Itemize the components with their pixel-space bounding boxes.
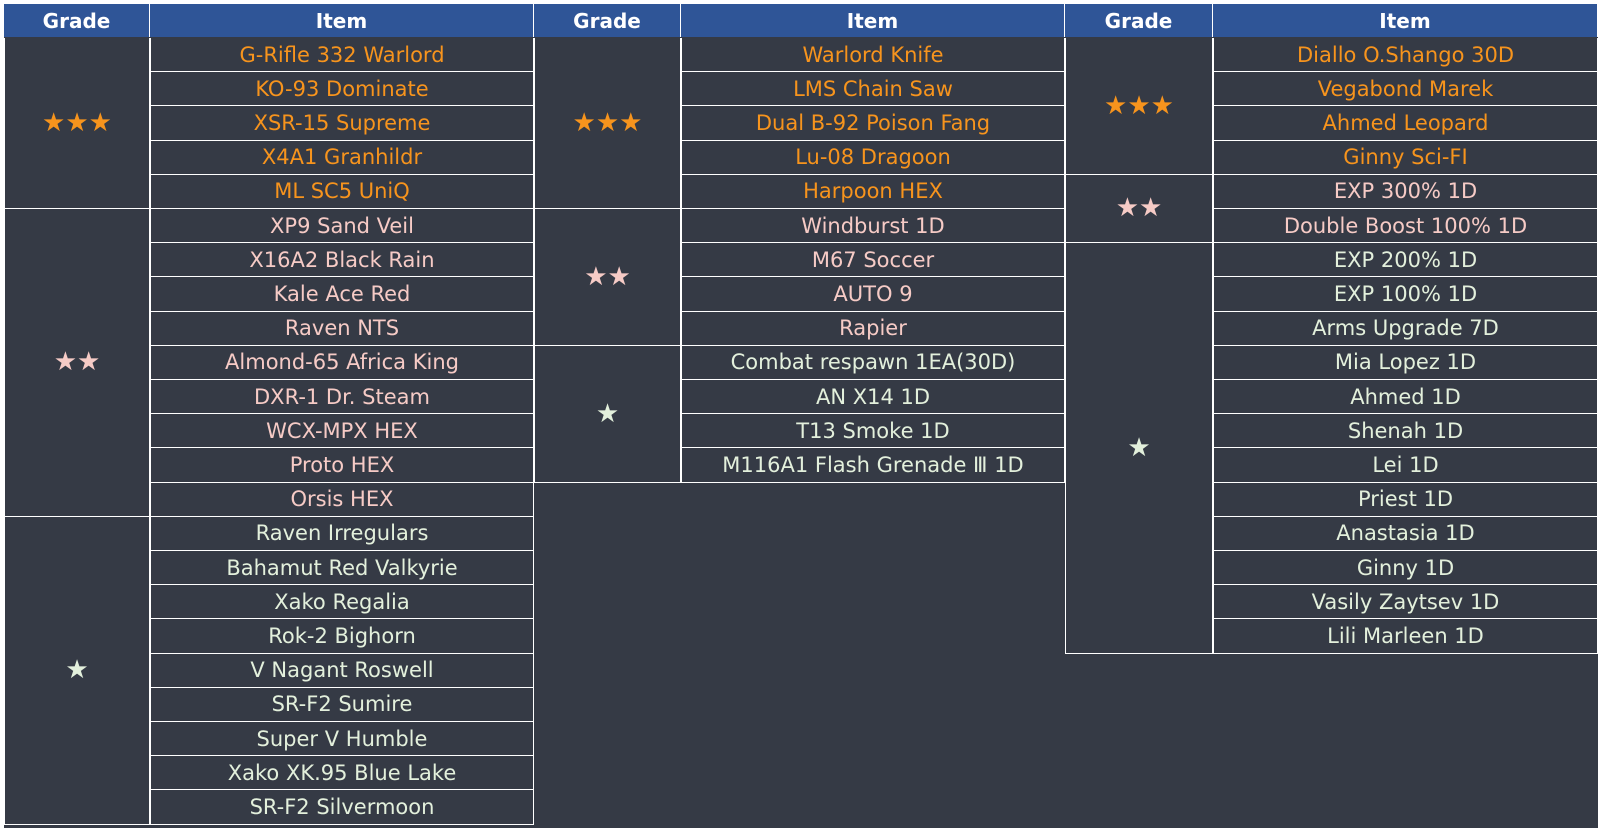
item-name: Xako Regalia	[150, 585, 534, 620]
item-name: T13 Smoke 1D	[681, 414, 1065, 449]
item-name: Shenah 1D	[1213, 414, 1598, 449]
item-name: WCX-MPX HEX	[150, 414, 534, 449]
item-name: Bahamut Red Valkyrie	[150, 551, 534, 586]
grade-stars: ★	[534, 345, 681, 483]
grade-stars: ★★★	[4, 38, 150, 209]
item-name: Harpoon HEX	[681, 174, 1065, 209]
item-name: Lei 1D	[1213, 448, 1598, 483]
grade-stars: ★★	[1065, 174, 1213, 244]
item-name: Arms Upgrade 7D	[1213, 311, 1598, 346]
item-name: Ginny Sci-FI	[1213, 140, 1598, 175]
grade-stars: ★★★	[1065, 38, 1213, 175]
item-name: KO-93 Dominate	[150, 72, 534, 107]
item-name: DXR-1 Dr. Steam	[150, 380, 534, 415]
item-name: Orsis HEX	[150, 482, 534, 517]
item-name: AN X14 1D	[681, 380, 1065, 415]
item-name: Super V Humble	[150, 722, 534, 757]
grade-stars: ★★	[4, 209, 150, 517]
item-name: Almond-65 Africa King	[150, 345, 534, 380]
item-name: Warlord Knife	[681, 38, 1065, 73]
item-name: Dual B-92 Poison Fang	[681, 106, 1065, 141]
item-name: LMS Chain Saw	[681, 72, 1065, 107]
item-name: Kale Ace Red	[150, 277, 534, 312]
item-name: XP9 Sand Veil	[150, 209, 534, 244]
item-name: Xako XK.95 Blue Lake	[150, 756, 534, 791]
item-name: Mia Lopez 1D	[1213, 345, 1598, 380]
header-item: Item	[681, 4, 1065, 37]
item-name: SR-F2 Silvermoon	[150, 790, 534, 825]
item-name: Ahmed 1D	[1213, 380, 1598, 415]
item-name: Vasily Zaytsev 1D	[1213, 585, 1598, 620]
item-name: SR-F2 Sumire	[150, 687, 534, 722]
header-item: Item	[1213, 4, 1598, 37]
grade-stars: ★★	[534, 209, 681, 346]
item-name: Rapier	[681, 311, 1065, 346]
item-name: Raven NTS	[150, 311, 534, 346]
item-name: Proto HEX	[150, 448, 534, 483]
grade-stars: ★	[1065, 243, 1213, 654]
header-item: Item	[150, 4, 534, 37]
item-name: V Nagant Roswell	[150, 653, 534, 688]
item-name: EXP 100% 1D	[1213, 277, 1598, 312]
header-grade: Grade	[534, 4, 681, 37]
item-name: M67 Soccer	[681, 243, 1065, 278]
item-name: Vegabond Marek	[1213, 72, 1598, 107]
item-name: X16A2 Black Rain	[150, 243, 534, 278]
item-name: EXP 200% 1D	[1213, 243, 1598, 278]
item-name: ML SC5 UniQ	[150, 174, 534, 209]
grade-stars: ★	[4, 516, 150, 825]
header-grade: Grade	[4, 4, 150, 37]
item-name: Diallo O.Shango 30D	[1213, 38, 1598, 73]
item-name: AUTO 9	[681, 277, 1065, 312]
item-name: Priest 1D	[1213, 482, 1598, 517]
item-name: Combat respawn 1EA(30D)	[681, 345, 1065, 380]
item-name: G-Rifle 332 Warlord	[150, 38, 534, 73]
item-name: Rok-2 Bighorn	[150, 619, 534, 654]
item-name: XSR-15 Supreme	[150, 106, 534, 141]
item-name: Double Boost 100% 1D	[1213, 209, 1598, 244]
item-name: Windburst 1D	[681, 209, 1065, 244]
item-name: EXP 300% 1D	[1213, 174, 1598, 209]
item-name: Ahmed Leopard	[1213, 106, 1598, 141]
item-name: Raven Irregulars	[150, 516, 534, 551]
item-name: Ginny 1D	[1213, 551, 1598, 586]
item-name: Lili Marleen 1D	[1213, 619, 1598, 654]
grade-stars: ★★★	[534, 38, 681, 209]
item-name: X4A1 Granhildr	[150, 140, 534, 175]
item-name: M116A1 Flash Grenade Ⅲ 1D	[681, 448, 1065, 483]
item-name: Anastasia 1D	[1213, 516, 1598, 551]
item-name: Lu-08 Dragoon	[681, 140, 1065, 175]
header-grade: Grade	[1065, 4, 1213, 37]
